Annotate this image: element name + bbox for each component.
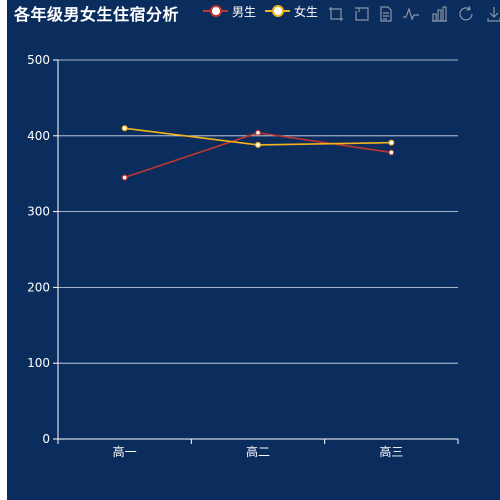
legend-marker-girls	[272, 5, 284, 17]
data-point-0-2	[388, 149, 395, 156]
bar-chart-icon[interactable]	[430, 5, 448, 23]
y-tick-label: 100	[27, 356, 50, 370]
legend-label-girls: 女生	[294, 5, 319, 19]
data-point-1-0	[121, 125, 128, 132]
y-tick-label: 0	[42, 432, 50, 446]
series-line-0	[124, 131, 392, 179]
x-tick-label: 高一	[113, 444, 137, 459]
legend-label-boys: 男生	[232, 5, 257, 19]
data-point-1-1	[255, 141, 262, 148]
data-point-0-1	[255, 129, 262, 136]
rect-select-icon[interactable]	[327, 5, 345, 23]
y-tick-label: 200	[27, 280, 50, 294]
save-image-icon[interactable]	[485, 5, 500, 23]
x-tick-label: 高三	[379, 444, 403, 459]
legend-marker-boys	[210, 5, 222, 17]
y-tick-label: 400	[27, 129, 50, 143]
chart-title: 各年级男女生住宿分析	[14, 5, 180, 24]
lasso-select-icon[interactable]	[353, 5, 371, 23]
y-tick-label: 500	[27, 53, 50, 67]
restore-icon[interactable]	[457, 5, 475, 23]
x-tick-label: 高二	[246, 444, 270, 459]
data-point-0-0	[121, 174, 128, 181]
y-tick-label: 300	[27, 205, 50, 219]
line-chart-icon[interactable]	[402, 5, 420, 23]
chart-panel	[7, 0, 500, 500]
data-view-icon[interactable]	[377, 5, 395, 23]
data-point-1-2	[388, 139, 395, 146]
